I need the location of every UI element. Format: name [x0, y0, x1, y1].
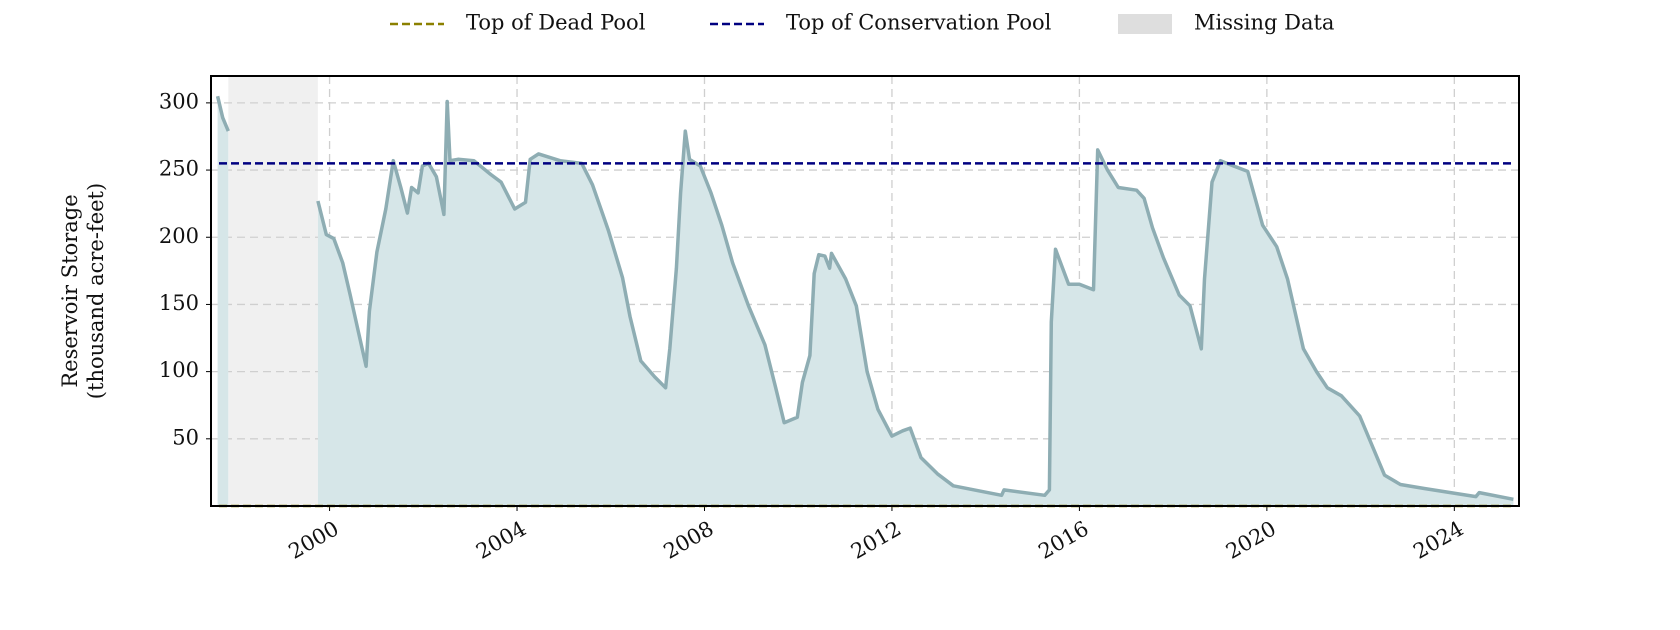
x-tick-label: 2020 — [1222, 516, 1280, 564]
y-tick-label: 100 — [159, 358, 199, 382]
area-fill — [317, 101, 1514, 506]
x-tick-label: 2008 — [659, 516, 717, 564]
x-tick-label: 2024 — [1409, 516, 1467, 564]
line — [215, 95, 230, 132]
y-axis-label: Reservoir Storage(thousand acre-feet) — [58, 183, 108, 399]
legend-label: Top of Conservation Pool — [786, 11, 1052, 35]
x-tick-label: 2016 — [1034, 516, 1092, 564]
y-tick-label: 200 — [159, 224, 199, 248]
y-tick-label: 150 — [159, 291, 199, 315]
x-tick-label: 2012 — [847, 516, 905, 564]
y-tick-label: 50 — [172, 425, 199, 449]
legend-swatch — [1118, 14, 1172, 34]
legend-label: Top of Dead Pool — [466, 11, 646, 35]
plot-frame — [210, 75, 1520, 507]
y-tick-label: 300 — [159, 89, 199, 113]
legend: Top of Dead Pool Top of Conservation Pool… — [390, 11, 1334, 35]
missing-span — [228, 76, 318, 506]
x-tick-label: 2004 — [472, 516, 530, 564]
area-fill — [217, 96, 229, 506]
y-tick-label: 250 — [159, 157, 199, 181]
legend-label: Missing Data — [1194, 11, 1334, 35]
x-tick-label: 2000 — [285, 516, 343, 564]
line — [316, 99, 1514, 502]
